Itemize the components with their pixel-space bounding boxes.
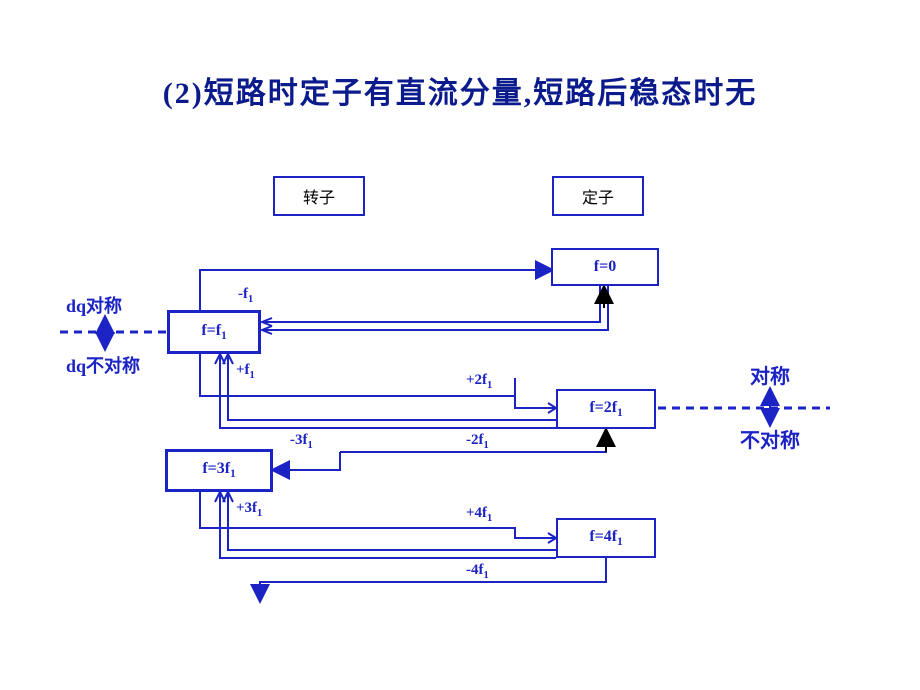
f4f1-box: f=4f1 [556,518,656,558]
f2f1-label: f=2f1 [589,399,622,419]
f2f1-box: f=2f1 [556,389,656,429]
sym-label: 对称 [750,360,790,389]
page-title: (2)短路时定子有直流分量,短路后稳态时无 [0,68,920,112]
asym-label: 不对称 [740,424,800,453]
pos-f1-label: +f1 [236,362,255,381]
rotor-header-box: 转子 [273,176,365,216]
stator-header-box: 定子 [552,176,644,216]
neg-4f1-label: -4f1 [466,562,489,581]
pos-2f1-label: +2f1 [466,372,492,391]
neg-3f1-label: -3f1 [290,432,313,451]
f0-box: f=0 [551,248,659,286]
stator-header-label: 定子 [582,184,614,208]
f4f1-label: f=4f1 [589,528,622,548]
f3f1-box: f=3f1 [165,449,273,492]
pos-4f1-label: +4f1 [466,505,492,524]
ff1-box: f=f1 [167,310,261,354]
dq-sym-label: dq对称 [66,292,122,318]
dq-asym-label: dq不对称 [66,352,140,378]
neg-2f1-label: -2f1 [466,432,489,451]
neg-f1-label: -f1 [238,286,253,305]
f3f1-label: f=3f1 [202,460,235,480]
rotor-header-label: 转子 [303,184,335,208]
f0-label: f=0 [594,258,616,276]
pos-3f1-label: +3f1 [236,500,262,519]
ff1-label: f=f1 [201,322,226,342]
